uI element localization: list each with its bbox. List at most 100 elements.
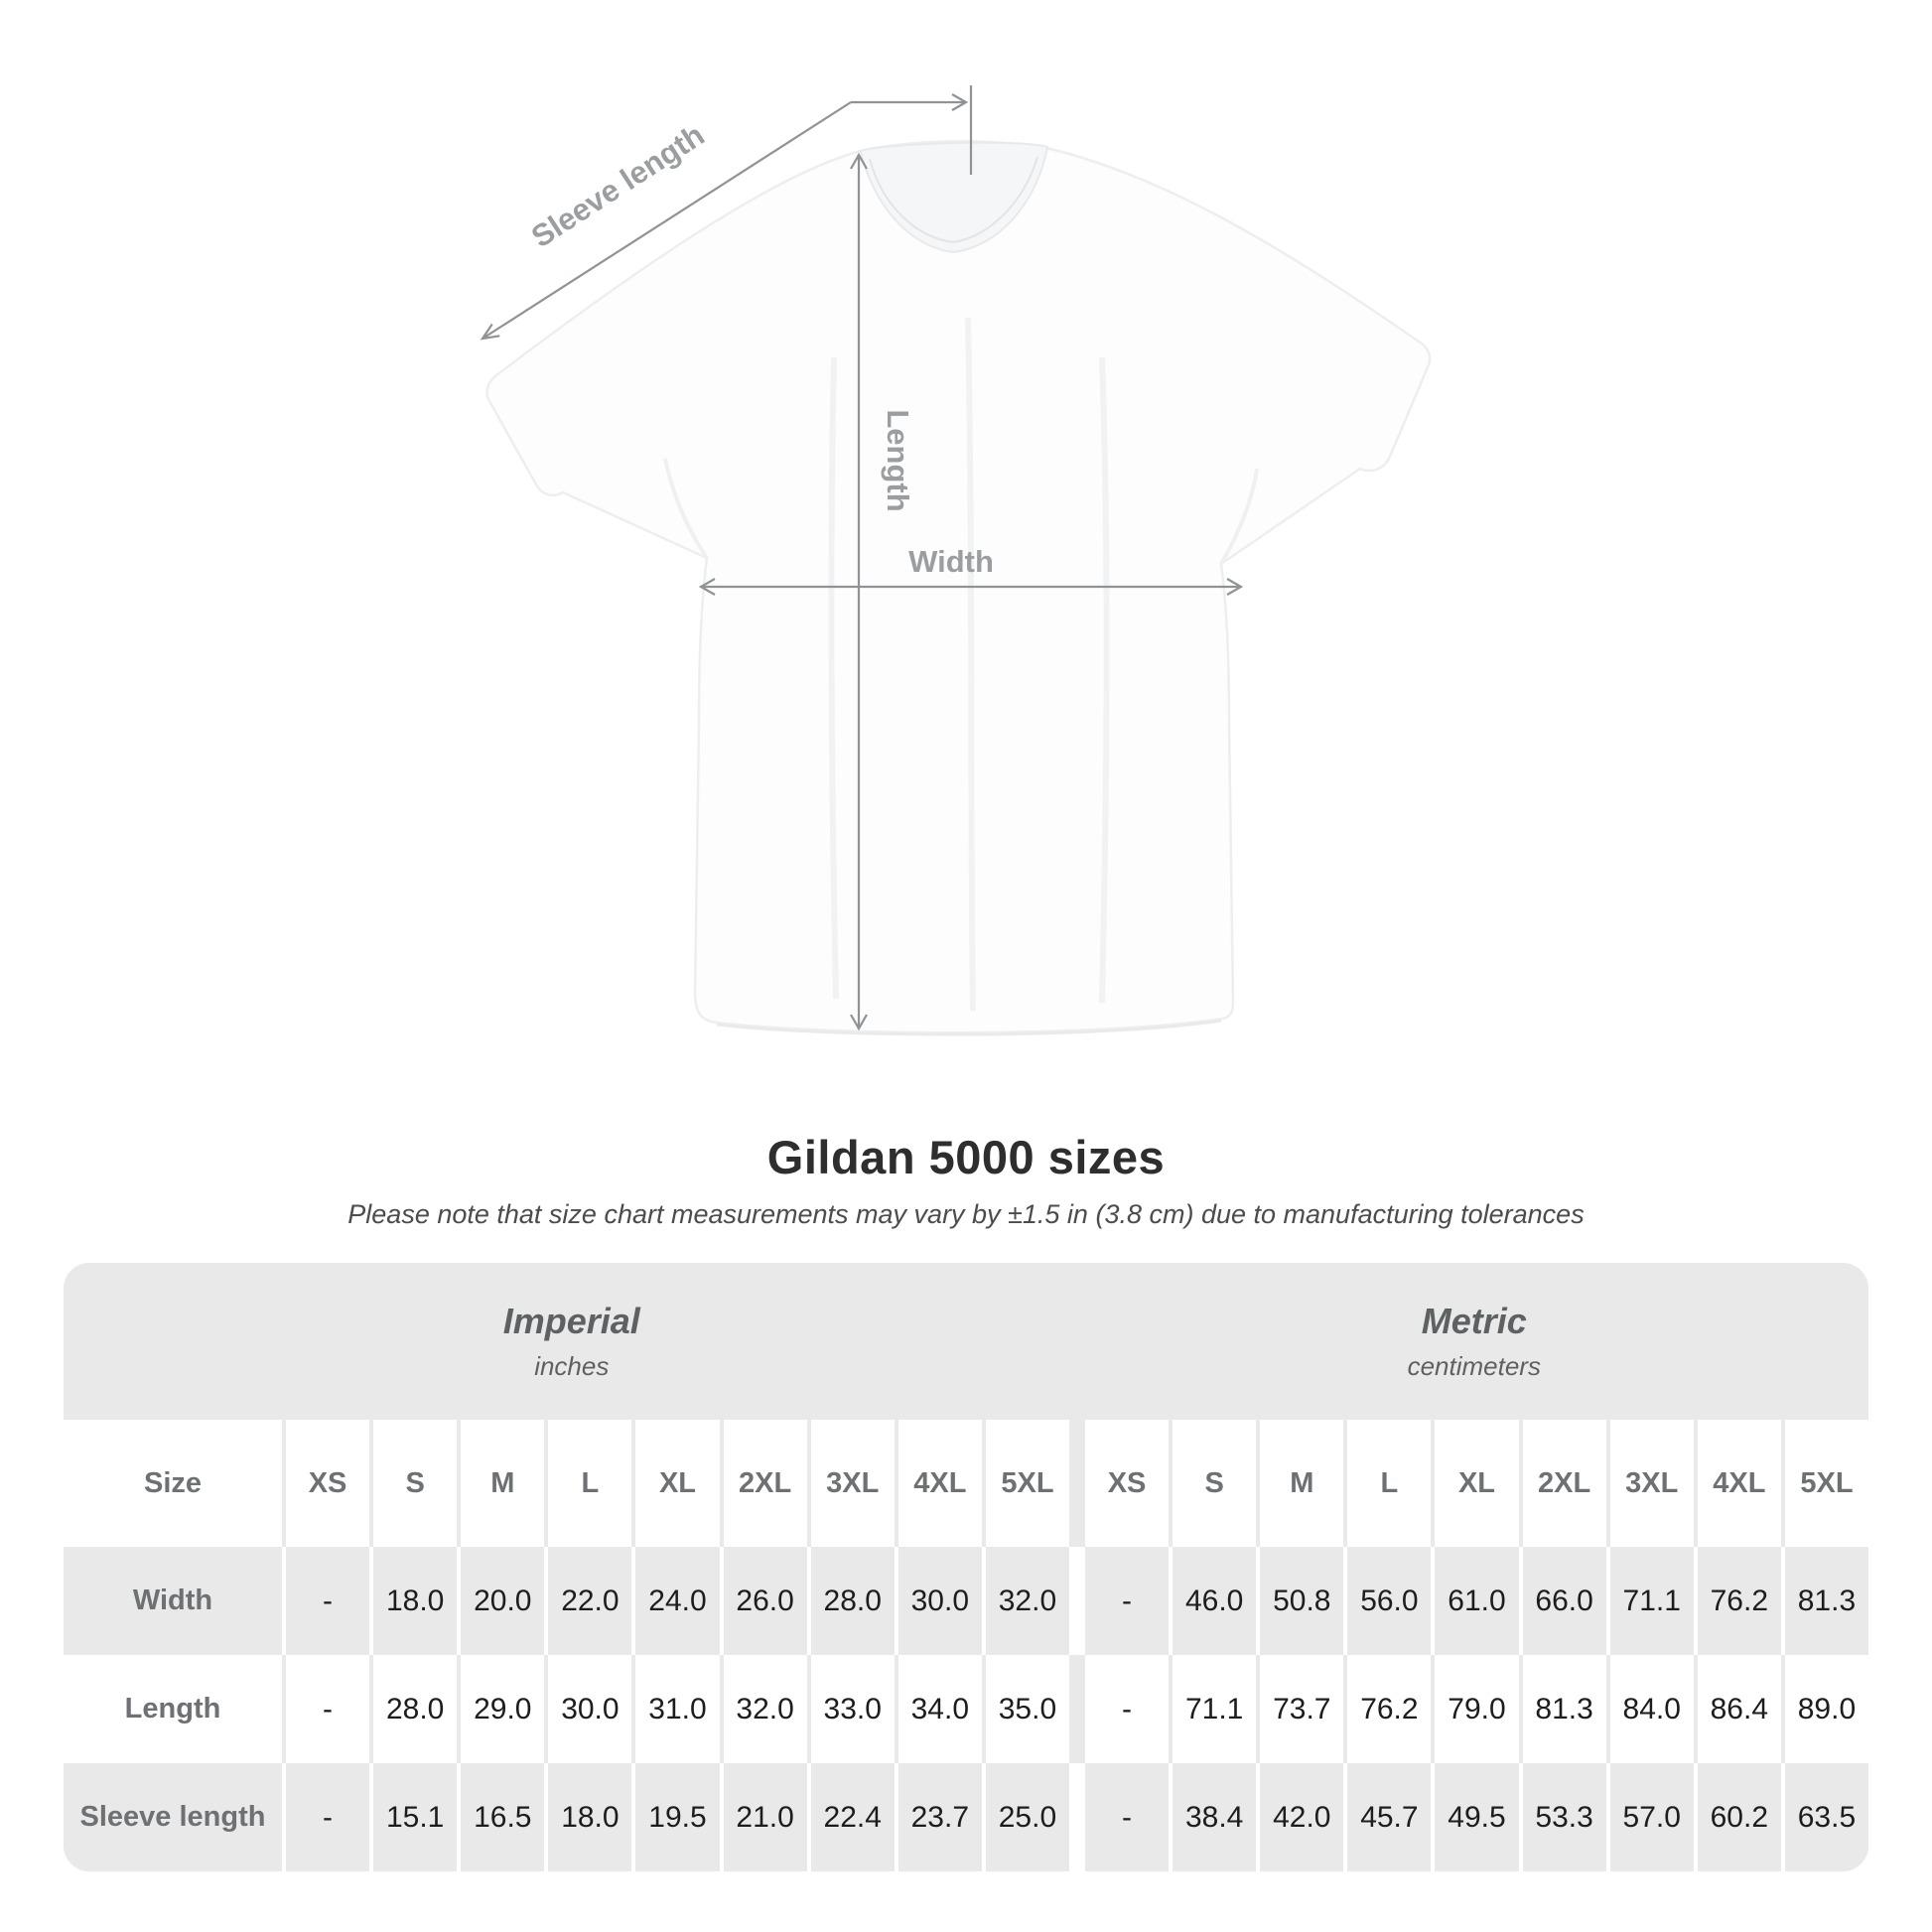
value-cell: 22.0 [548, 1547, 632, 1655]
value-cell: 60.2 [1697, 1763, 1781, 1871]
value-cell: 25.0 [985, 1763, 1069, 1871]
value-cell: 56.0 [1347, 1547, 1432, 1655]
value-cell: 71.1 [1173, 1655, 1257, 1763]
value-cell: 42.0 [1260, 1763, 1344, 1871]
tshirt-diagram: Sleeve length Length Width [417, 60, 1509, 1102]
sleeve-length-arrow [480, 85, 973, 341]
metric-header: Metric centimeters [1080, 1301, 1868, 1382]
value-cell: 30.0 [548, 1655, 632, 1763]
value-cell: 28.0 [373, 1655, 458, 1763]
value-cell: 84.0 [1609, 1655, 1694, 1763]
size-column-header: 2XL [1522, 1420, 1606, 1547]
value-cell: 34.0 [897, 1655, 982, 1763]
value-cell: 38.4 [1173, 1763, 1257, 1871]
value-cell: 76.2 [1697, 1547, 1781, 1655]
length-arrow [850, 152, 868, 1032]
width-arrow [698, 578, 1244, 596]
value-cell: 26.0 [723, 1547, 807, 1655]
value-cell: 15.1 [373, 1763, 458, 1871]
size-column-header: XL [635, 1420, 720, 1547]
value-cell: 81.3 [1522, 1655, 1606, 1763]
value-cell: 28.0 [810, 1547, 895, 1655]
size-header-row: Size XS S M L XL 2XL 3XL 4XL 5XL XS S M … [64, 1420, 1868, 1547]
size-column-header: S [1173, 1420, 1257, 1547]
metric-label: Metric [1421, 1301, 1527, 1341]
size-column-header: XL [1435, 1420, 1519, 1547]
value-cell: 16.5 [461, 1763, 545, 1871]
size-column-header: L [548, 1420, 632, 1547]
tshirt-diagram-svg: Sleeve length Length Width [480, 85, 1432, 1036]
imperial-header: Imperial inches [64, 1301, 1080, 1382]
value-cell: 86.4 [1697, 1655, 1781, 1763]
value-cell: 89.0 [1784, 1655, 1868, 1763]
value-cell: 61.0 [1435, 1547, 1519, 1655]
section-divider [1073, 1420, 1081, 1547]
value-cell: 31.0 [635, 1655, 720, 1763]
imperial-label: Imperial [502, 1301, 640, 1341]
unit-band: Imperial inches Metric centimeters [64, 1263, 1868, 1420]
size-column-header: 4XL [897, 1420, 982, 1547]
table-row-width: Width - 18.0 20.0 22.0 24.0 26.0 28.0 30… [64, 1547, 1868, 1655]
value-cell: 66.0 [1522, 1547, 1606, 1655]
table-row-sleeve-length: Sleeve length - 15.1 16.5 18.0 19.5 21.0… [64, 1763, 1868, 1871]
value-cell: 18.0 [548, 1763, 632, 1871]
value-cell: 81.3 [1784, 1547, 1868, 1655]
size-column-header: M [1260, 1420, 1344, 1547]
value-cell: 53.3 [1522, 1763, 1606, 1871]
size-column-header: 5XL [1784, 1420, 1868, 1547]
tshirt-image [485, 140, 1432, 1036]
size-column-header: 3XL [810, 1420, 895, 1547]
section-divider [1073, 1763, 1081, 1871]
value-cell: 45.7 [1347, 1763, 1432, 1871]
size-column-header: XS [286, 1420, 370, 1547]
value-cell: 20.0 [461, 1547, 545, 1655]
value-cell: 19.5 [635, 1763, 720, 1871]
page-title: Gildan 5000 sizes [766, 1131, 1166, 1183]
row-label: Sleeve length [64, 1763, 282, 1871]
value-cell: - [286, 1655, 370, 1763]
value-cell: 63.5 [1784, 1763, 1868, 1871]
value-cell: 73.7 [1260, 1655, 1344, 1763]
value-cell: 22.4 [810, 1763, 895, 1871]
value-cell: 24.0 [635, 1547, 720, 1655]
value-cell: - [286, 1547, 370, 1655]
size-chart-table: Imperial inches Metric centimeters Size … [64, 1263, 1868, 1871]
value-cell: 71.1 [1609, 1547, 1694, 1655]
size-column-header: L [1347, 1420, 1432, 1547]
width-label: Width [908, 544, 994, 579]
section-divider [1073, 1547, 1081, 1655]
table-row-length: Length - 28.0 29.0 30.0 31.0 32.0 33.0 3… [64, 1655, 1868, 1763]
value-cell: 23.7 [897, 1763, 982, 1871]
collar [859, 141, 1049, 254]
value-cell: 79.0 [1435, 1655, 1519, 1763]
value-cell: 29.0 [461, 1655, 545, 1763]
value-cell: 32.0 [985, 1547, 1069, 1655]
metric-unit: centimeters [1407, 1351, 1541, 1381]
value-cell: 18.0 [373, 1547, 458, 1655]
sleeve-length-label: Sleeve length [525, 117, 711, 254]
imperial-unit: inches [534, 1351, 610, 1381]
size-column-header: 3XL [1609, 1420, 1694, 1547]
value-cell: 50.8 [1260, 1547, 1344, 1655]
value-cell: 32.0 [723, 1655, 807, 1763]
size-column-header: XS [1085, 1420, 1170, 1547]
section-divider [1073, 1655, 1081, 1763]
size-column-header: 5XL [985, 1420, 1069, 1547]
value-cell: 57.0 [1609, 1763, 1694, 1871]
value-cell: - [286, 1763, 370, 1871]
value-cell: 46.0 [1173, 1547, 1257, 1655]
value-cell: - [1085, 1655, 1170, 1763]
size-column-header: M [461, 1420, 545, 1547]
value-cell: 33.0 [810, 1655, 895, 1763]
size-column-header: 2XL [723, 1420, 807, 1547]
value-cell: 30.0 [897, 1547, 982, 1655]
tolerance-note: Please note that size chart measurements… [347, 1199, 1585, 1229]
size-column-header: 4XL [1697, 1420, 1781, 1547]
row-label: Length [64, 1655, 282, 1763]
value-cell: - [1085, 1547, 1170, 1655]
value-cell: 76.2 [1347, 1655, 1432, 1763]
value-cell: 35.0 [985, 1655, 1069, 1763]
corner-header: Size [64, 1420, 282, 1547]
row-label: Width [64, 1547, 282, 1655]
